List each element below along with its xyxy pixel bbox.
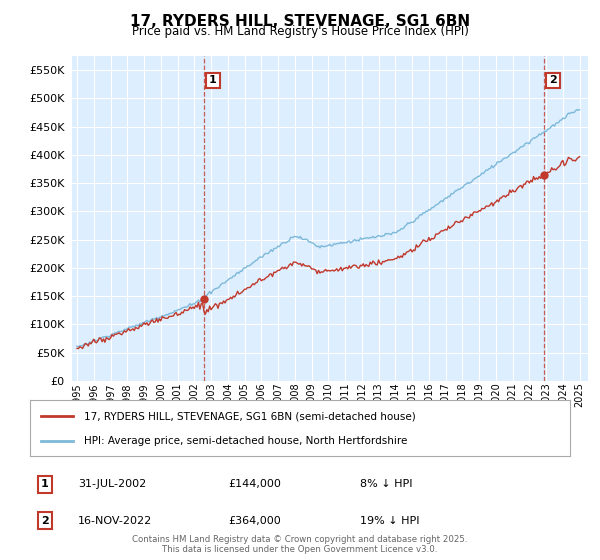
Text: £364,000: £364,000 — [228, 516, 281, 526]
Text: 1: 1 — [209, 76, 217, 86]
Text: 19% ↓ HPI: 19% ↓ HPI — [360, 516, 419, 526]
Text: 1: 1 — [41, 479, 49, 489]
Text: 2: 2 — [549, 76, 557, 86]
Text: Price paid vs. HM Land Registry's House Price Index (HPI): Price paid vs. HM Land Registry's House … — [131, 25, 469, 38]
Text: 2: 2 — [41, 516, 49, 526]
Text: 31-JUL-2002: 31-JUL-2002 — [78, 479, 146, 489]
Text: 17, RYDERS HILL, STEVENAGE, SG1 6BN: 17, RYDERS HILL, STEVENAGE, SG1 6BN — [130, 14, 470, 29]
Text: 8% ↓ HPI: 8% ↓ HPI — [360, 479, 413, 489]
Text: Contains HM Land Registry data © Crown copyright and database right 2025.
This d: Contains HM Land Registry data © Crown c… — [132, 535, 468, 554]
Text: 16-NOV-2022: 16-NOV-2022 — [78, 516, 152, 526]
Text: £144,000: £144,000 — [228, 479, 281, 489]
Text: 17, RYDERS HILL, STEVENAGE, SG1 6BN (semi-detached house): 17, RYDERS HILL, STEVENAGE, SG1 6BN (sem… — [84, 411, 416, 421]
Text: HPI: Average price, semi-detached house, North Hertfordshire: HPI: Average price, semi-detached house,… — [84, 436, 407, 446]
